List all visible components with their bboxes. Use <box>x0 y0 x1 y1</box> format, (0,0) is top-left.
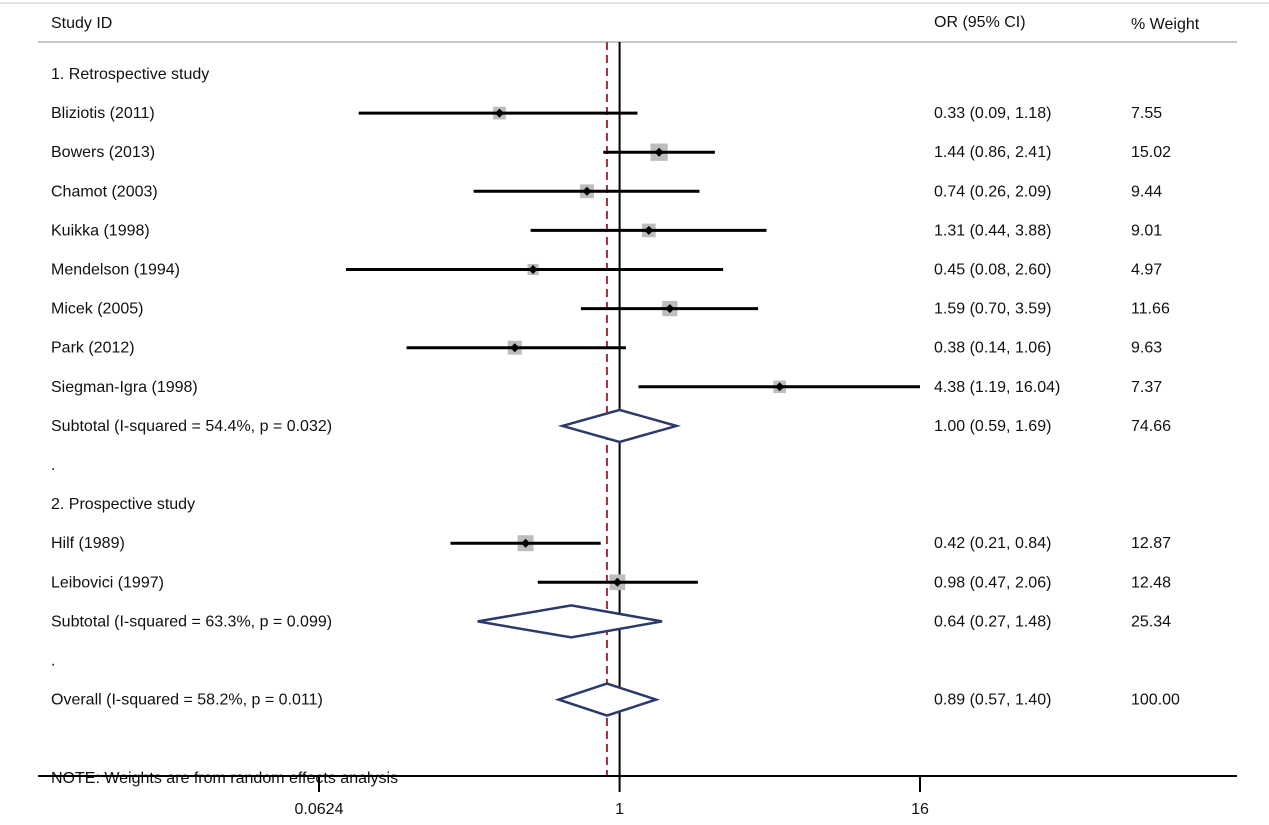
study-label: Chamot (2003) <box>51 183 158 200</box>
x-axis: 0.0624 1 16 <box>38 775 1237 818</box>
point-estimate <box>494 108 504 118</box>
study-label: Siegman-Igra (1998) <box>51 379 198 396</box>
point-estimate <box>521 538 531 548</box>
weight-value: 15.02 <box>1131 144 1171 161</box>
overall-diamond <box>554 682 661 717</box>
subtotal-diamond <box>557 408 682 444</box>
or-ci-value: 4.38 (1.19, 16.04) <box>934 379 1060 396</box>
spacer-dot: . <box>51 457 55 474</box>
study-label: Bowers (2013) <box>51 144 155 161</box>
or-ci-value: 1.00 (0.59, 1.69) <box>934 418 1051 435</box>
or-ci-value: 1.44 (0.86, 2.41) <box>934 144 1051 161</box>
column-headers: Study ID OR (95% CI) % Weight <box>51 14 1200 33</box>
point-estimate <box>654 147 664 157</box>
tick-label: 0.0624 <box>295 801 344 818</box>
point-estimate <box>644 225 654 235</box>
weight-value: 7.37 <box>1131 379 1162 396</box>
weight-value: 7.55 <box>1131 105 1162 122</box>
study-label: Bliziotis (2011) <box>51 105 155 122</box>
point-estimate <box>665 304 675 314</box>
header-or-ci: OR (95% CI) <box>934 14 1026 31</box>
weight-value: 25.34 <box>1131 613 1171 630</box>
group-heading: 1. Retrospective study <box>51 66 209 83</box>
point-estimate <box>612 577 622 587</box>
weight-value: 9.63 <box>1131 340 1162 357</box>
or-ci-value: 0.74 (0.26, 2.09) <box>934 183 1051 200</box>
point-estimate <box>582 186 592 196</box>
row-labels: 1. Retrospective study Bliziotis (2011) 0.… <box>51 66 1180 787</box>
spacer-dot: . <box>51 653 55 670</box>
study-label: Park (2012) <box>51 340 135 357</box>
study-label: Mendelson (1994) <box>51 262 180 279</box>
study-label: Leibovici (1997) <box>51 574 164 591</box>
overall-label: Overall (I-squared = 58.2%, p = 0.011) <box>51 692 323 709</box>
weight-value: 9.44 <box>1131 183 1162 200</box>
subtotal-label: Subtotal (I-squared = 54.4%, p = 0.032) <box>51 418 332 435</box>
point-estimate <box>775 382 785 392</box>
study-label: Hilf (1989) <box>51 535 125 552</box>
weight-value: 100.00 <box>1131 692 1180 709</box>
weight-value: 12.48 <box>1131 574 1171 591</box>
or-ci-value: 1.31 (0.44, 3.88) <box>934 222 1051 239</box>
study-label: Micek (2005) <box>51 301 143 318</box>
footnote: NOTE: Weights are from random effects an… <box>51 770 398 787</box>
weight-value: 12.87 <box>1131 535 1171 552</box>
or-ci-value: 0.89 (0.57, 1.40) <box>934 692 1051 709</box>
header-weight: % Weight <box>1131 16 1200 33</box>
weight-value: 11.66 <box>1131 301 1170 318</box>
or-ci-value: 0.45 (0.08, 2.60) <box>934 262 1051 279</box>
tick-label: 1 <box>615 801 624 818</box>
weight-value: 4.97 <box>1131 262 1162 279</box>
weight-value: 9.01 <box>1131 222 1162 239</box>
or-ci-value: 0.98 (0.47, 2.06) <box>934 574 1051 591</box>
subtotal-diamond <box>477 604 663 639</box>
or-ci-value: 0.38 (0.14, 1.06) <box>934 340 1051 357</box>
subtotal-label: Subtotal (I-squared = 63.3%, p = 0.099) <box>51 613 332 630</box>
or-ci-value: 0.33 (0.09, 1.18) <box>934 105 1051 122</box>
or-ci-value: 1.59 (0.70, 3.59) <box>934 301 1051 318</box>
point-estimate <box>528 265 538 274</box>
group-heading: 2. Prospective study <box>51 496 195 513</box>
header-study-id: Study ID <box>51 15 112 32</box>
or-ci-value: 0.64 (0.27, 1.48) <box>934 613 1051 630</box>
or-ci-value: 0.42 (0.21, 0.84) <box>934 535 1051 552</box>
weight-value: 74.66 <box>1131 418 1171 435</box>
point-estimate <box>510 343 520 353</box>
study-label: Kuikka (1998) <box>51 222 150 239</box>
plot-marks <box>345 106 920 717</box>
tick-label: 16 <box>911 801 929 818</box>
table-rules <box>0 2 1269 43</box>
